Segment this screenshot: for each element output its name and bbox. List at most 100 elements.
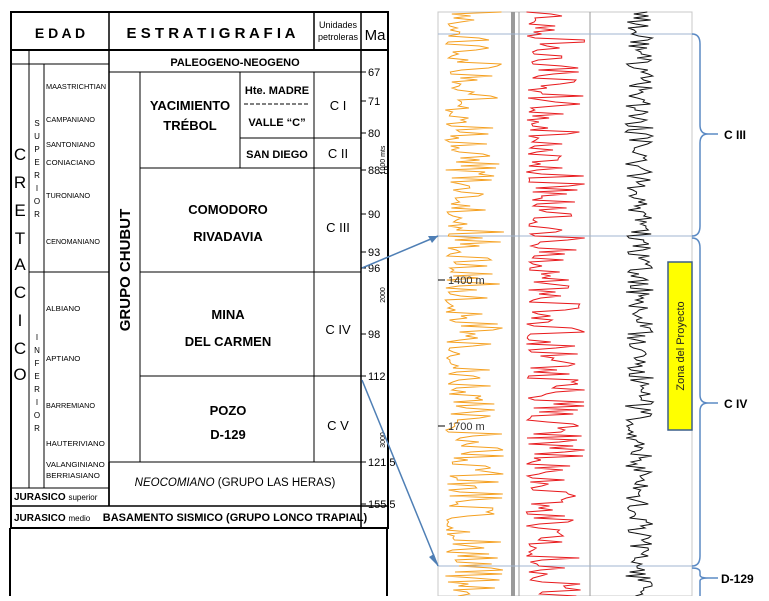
connector-top xyxy=(361,235,439,269)
unidades-header-2: petroleras xyxy=(318,32,359,42)
ma-ticks: 67 71 80 88.5 90 93 96 98 112 121.5 155.5 xyxy=(361,67,396,511)
log-curve-black xyxy=(624,11,655,597)
mina-label-2: DEL CARMEN xyxy=(185,334,271,349)
zona-proyecto-box xyxy=(667,261,693,431)
inferior-letter: O xyxy=(34,411,40,420)
ma-tick-label: 80 xyxy=(368,128,380,140)
superior-letter: O xyxy=(34,197,40,206)
zone-c3-label: C III xyxy=(724,128,746,142)
inferior-letter: I xyxy=(36,333,38,342)
era-letter: I xyxy=(18,311,23,330)
stage-label: TURONIANO xyxy=(46,193,91,200)
valle-c-label: VALLE “C” xyxy=(248,117,305,129)
inferior-letter: E xyxy=(34,372,39,381)
log-curve-path xyxy=(443,11,504,597)
stratigraphic-table xyxy=(10,11,389,529)
table-border xyxy=(10,11,389,529)
jurasico-medio-label: JURASICO medio xyxy=(14,513,91,524)
san-diego-label: SAN DIEGO xyxy=(246,149,308,161)
era-letter: C xyxy=(14,145,26,164)
ma-tick-label: 88.5 xyxy=(368,165,389,177)
unit-c4: C IV xyxy=(325,322,351,337)
log-curve-path xyxy=(525,11,585,597)
superior-letter: I xyxy=(36,184,38,193)
depth-3000-label: 3000 xyxy=(380,432,387,448)
log-frame xyxy=(437,11,693,597)
pozo-label-2: D-129 xyxy=(210,427,245,442)
stage-labels: MAASTRICHTIAN CAMPANIANO SANTONIANO CONIACI… xyxy=(46,84,106,480)
jurasico-superior-label: JURASICO superior xyxy=(14,492,98,503)
connector-top-arrow xyxy=(428,236,438,243)
pozo-label-1: POZO xyxy=(210,403,247,418)
era-letter: E xyxy=(14,201,25,220)
superior-letter: R xyxy=(34,210,40,219)
unit-c2: C II xyxy=(328,146,348,161)
stage-label: BERRIASIANO xyxy=(46,473,101,480)
zona-proyecto-label: Zona del Proyecto xyxy=(675,301,687,390)
log-curve-path xyxy=(624,11,655,597)
yacimiento-label-2: TRÉBOL xyxy=(163,118,217,133)
inferior-letter: I xyxy=(36,398,38,407)
stage-label: HAUTERIVIANO xyxy=(46,441,105,448)
era-letter: A xyxy=(14,255,26,274)
superior-letter: E xyxy=(34,158,39,167)
estratigrafia-header: E S T R A T I G R A F I A xyxy=(127,25,296,42)
yacimiento-label-1: YACIMIENTO xyxy=(150,98,230,113)
superior-letter: P xyxy=(34,145,39,154)
bracket-d129 xyxy=(691,567,709,596)
zone-brackets xyxy=(691,33,718,596)
depth-1400-label: 1400 m xyxy=(448,275,485,287)
era-letter: O xyxy=(13,365,26,384)
basamento-label: BASAMENTO SISMICO (GRUPO LONCO TRAPIAL) xyxy=(103,512,368,524)
stage-label: CONIACIANO xyxy=(46,160,96,167)
connector-bottom-arrow xyxy=(429,554,438,566)
log-curve-orange xyxy=(443,11,504,597)
ma-tick-label: 90 xyxy=(368,209,380,221)
comodoro-label-1: COMODORO xyxy=(188,202,267,217)
depth-1000-label: 1000 mts xyxy=(380,145,387,174)
stage-label: CAMPANIANO xyxy=(46,117,96,124)
edad-header: E D A D xyxy=(35,25,85,41)
connector-bottom xyxy=(361,379,439,567)
unit-c5: C V xyxy=(327,418,349,433)
ma-tick-label: 112 xyxy=(368,371,386,383)
superior-letter: U xyxy=(34,132,40,141)
stage-label: VALANGINIANO xyxy=(46,462,105,469)
ma-tick-label: 121.5 xyxy=(368,457,396,469)
track-separator-1 xyxy=(511,12,515,596)
inferior-letter: N xyxy=(34,346,40,355)
stage-label: BARREMIANO xyxy=(46,403,96,410)
era-letter: C xyxy=(14,339,26,358)
bracket-c4 xyxy=(691,237,709,567)
mina-label-1: MINA xyxy=(211,307,245,322)
ma-header: Ma xyxy=(365,27,386,44)
depth-1700-label: 1700 m xyxy=(448,421,485,433)
stage-label: ALBIANO xyxy=(46,306,81,313)
zone-c4-label: C IV xyxy=(724,397,747,411)
era-letter: R xyxy=(14,173,26,192)
grupo-chubut-label: GRUPO CHUBUT xyxy=(117,209,134,332)
log-curve-red xyxy=(525,11,585,597)
unidades-header-1: Unidades xyxy=(319,20,358,30)
unit-c1: C I xyxy=(330,98,347,113)
inferior-letter: R xyxy=(34,385,40,394)
neocomiano-label: NEOCOMIANO (GRUPO LAS HERAS) xyxy=(135,477,336,489)
ma-tick-label: 96 xyxy=(368,263,380,275)
ma-tick-label: 155.5 xyxy=(368,499,396,511)
stage-label: APTIANO xyxy=(46,356,81,363)
era-letter: T xyxy=(15,229,25,248)
ma-tick-label: 67 xyxy=(368,67,380,79)
hte-madre-label: Hte. MADRE xyxy=(245,85,309,97)
era-letter: C xyxy=(14,283,26,302)
inferior-letter: F xyxy=(35,359,40,368)
superior-letter: S xyxy=(34,119,39,128)
depth-2000-label: 2000 xyxy=(380,287,387,303)
zone-d129-label: D-129 xyxy=(721,572,754,586)
ma-tick-label: 93 xyxy=(368,247,380,259)
unit-c3: C III xyxy=(326,220,350,235)
stage-label: SANTONIANO xyxy=(46,142,96,149)
